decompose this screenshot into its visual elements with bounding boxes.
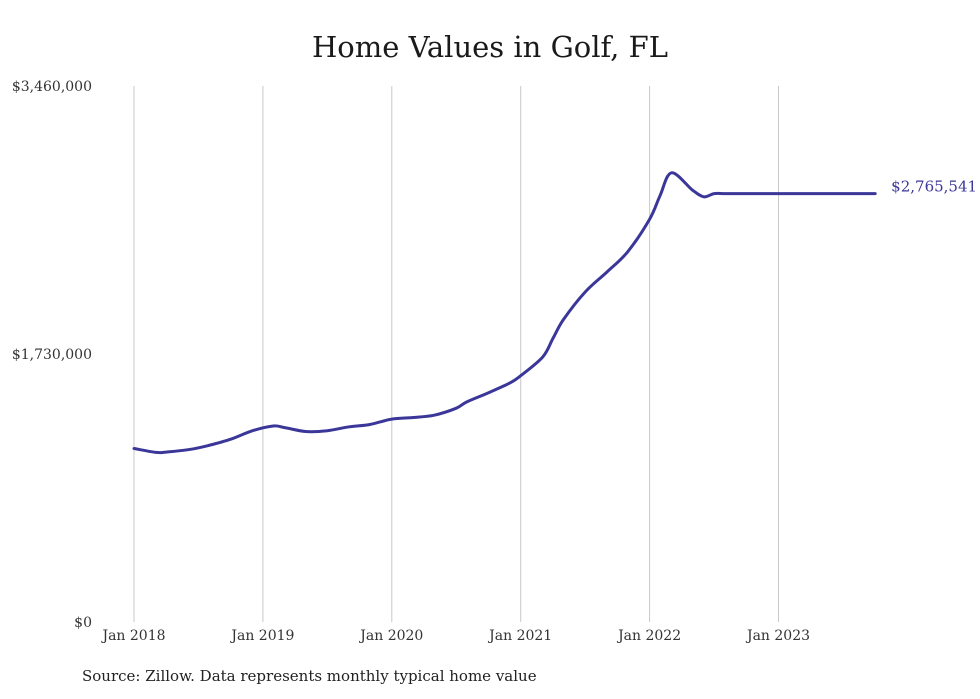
end-value-label: $2,765,541 <box>891 178 977 196</box>
series-line <box>132 171 877 455</box>
y-axis-tick-labels: $0 $1,730,000 $3,460,000 <box>12 79 92 631</box>
grid-lines <box>133 86 779 622</box>
x-tick-label-4: Jan 2022 <box>616 628 681 644</box>
y-tick-label-1: $1,730,000 <box>12 347 92 363</box>
y-tick-label-0: $0 <box>74 615 92 631</box>
x-tick-label-0: Jan 2018 <box>100 628 165 644</box>
x-tick-label-3: Jan 2021 <box>487 628 552 644</box>
x-tick-label-1: Jan 2019 <box>229 628 294 644</box>
x-axis-tick-labels: Jan 2018 Jan 2019 Jan 2020 Jan 2021 Jan 2022… <box>100 628 810 644</box>
x-tick-label-2: Jan 2020 <box>358 628 423 644</box>
chart-title: Home Values in Golf, FL <box>311 30 668 64</box>
source-note: Source: Zillow. Data represents monthly … <box>82 667 537 685</box>
y-tick-label-2: $3,460,000 <box>12 79 92 95</box>
x-tick-label-5: Jan 2023 <box>745 628 810 644</box>
